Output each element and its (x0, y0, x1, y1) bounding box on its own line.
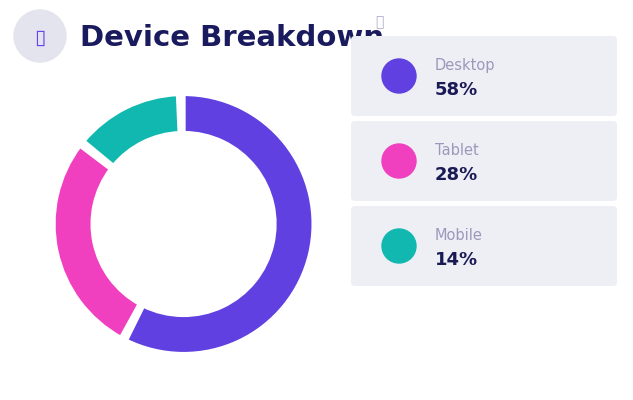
Circle shape (382, 229, 416, 263)
FancyBboxPatch shape (351, 36, 617, 116)
Wedge shape (84, 94, 180, 166)
Circle shape (382, 59, 416, 93)
Text: Desktop: Desktop (435, 58, 496, 73)
Circle shape (382, 144, 416, 178)
Text: ⓘ: ⓘ (375, 15, 384, 29)
Text: Mobile: Mobile (435, 228, 483, 243)
Text: ▯: ▯ (34, 28, 46, 48)
Circle shape (14, 10, 66, 62)
Wedge shape (54, 146, 140, 338)
Wedge shape (126, 94, 313, 354)
Text: Device Breakdown: Device Breakdown (80, 24, 384, 52)
FancyBboxPatch shape (351, 121, 617, 201)
Text: 58%: 58% (435, 81, 479, 99)
Text: Tablet: Tablet (435, 143, 479, 158)
Text: 28%: 28% (435, 166, 479, 184)
Text: 14%: 14% (435, 252, 478, 270)
FancyBboxPatch shape (351, 206, 617, 286)
